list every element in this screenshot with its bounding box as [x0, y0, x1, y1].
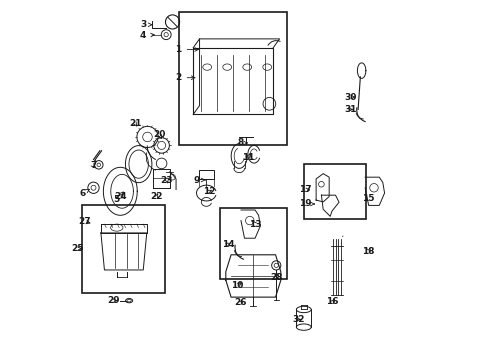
- Text: 12: 12: [203, 187, 215, 196]
- Text: 11: 11: [241, 153, 254, 162]
- Text: 14: 14: [221, 240, 234, 249]
- Text: 9: 9: [193, 176, 205, 185]
- Text: 7: 7: [90, 161, 97, 170]
- Text: 8: 8: [237, 139, 247, 148]
- Bar: [82, 205, 165, 293]
- Text: 28: 28: [270, 273, 283, 282]
- Bar: [219, 208, 286, 279]
- Text: 13: 13: [248, 220, 261, 229]
- Text: 2: 2: [175, 73, 195, 82]
- Text: 3: 3: [140, 20, 152, 29]
- Text: 19: 19: [298, 199, 314, 208]
- Text: 22: 22: [150, 193, 162, 202]
- Text: 31: 31: [344, 105, 356, 114]
- Text: 26: 26: [234, 298, 246, 307]
- Text: 17: 17: [298, 185, 311, 194]
- Text: 4: 4: [140, 31, 154, 40]
- Text: 30: 30: [344, 93, 356, 102]
- Text: 23: 23: [160, 176, 173, 185]
- Text: 5: 5: [113, 192, 123, 204]
- Text: 27: 27: [79, 217, 91, 226]
- Text: 16: 16: [326, 297, 338, 306]
- Bar: [179, 13, 286, 145]
- Text: 10: 10: [230, 282, 243, 290]
- Text: 21: 21: [129, 119, 141, 128]
- Bar: [304, 164, 366, 219]
- Text: 6: 6: [80, 189, 89, 198]
- Text: 20: 20: [153, 130, 165, 139]
- Text: 18: 18: [361, 247, 373, 256]
- Bar: [198, 170, 214, 179]
- Text: 25: 25: [72, 244, 84, 253]
- Text: 24: 24: [114, 193, 126, 202]
- Text: 29: 29: [107, 296, 120, 305]
- Text: 15: 15: [361, 194, 373, 203]
- Text: 32: 32: [291, 315, 304, 324]
- Text: 1: 1: [175, 45, 198, 54]
